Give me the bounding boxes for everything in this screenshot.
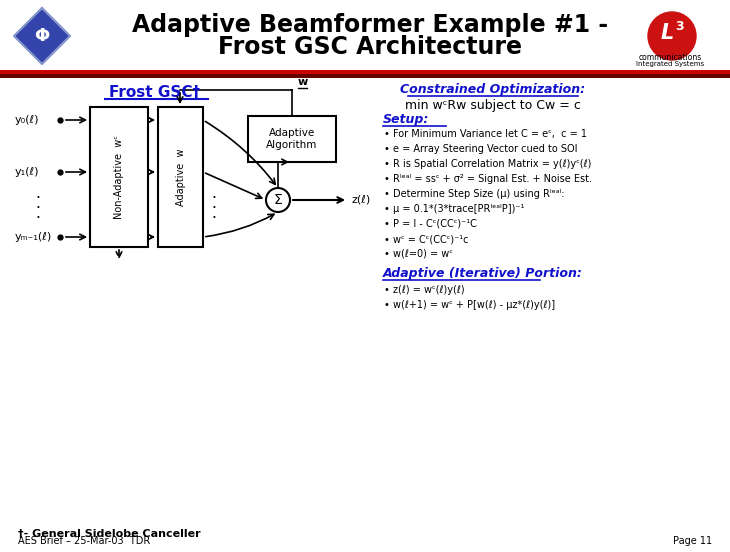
Text: Non-Adaptive  wᶜ: Non-Adaptive wᶜ xyxy=(114,135,124,219)
Text: L: L xyxy=(661,23,674,43)
Text: .: . xyxy=(36,206,40,221)
Text: y₁(ℓ): y₁(ℓ) xyxy=(15,167,39,177)
Text: Setup:: Setup: xyxy=(383,114,429,126)
Text: Frost GSC†: Frost GSC† xyxy=(110,84,201,99)
Text: †- General Sidelobe Canceller: †- General Sidelobe Canceller xyxy=(18,529,201,539)
Bar xyxy=(158,107,203,247)
Text: • w(ℓ=0) = wᶜ: • w(ℓ=0) = wᶜ xyxy=(384,249,453,259)
Text: • w(ℓ+1) = wᶜ + P[w(ℓ) - μz*(ℓ)y(ℓ)]: • w(ℓ+1) = wᶜ + P[w(ℓ) - μz*(ℓ)y(ℓ)] xyxy=(384,300,555,310)
Text: • μ = 0.1*(3*trace[PRᴵᵉᵃˡP])⁻¹: • μ = 0.1*(3*trace[PRᴵᵉᵃˡP])⁻¹ xyxy=(384,204,524,214)
Text: y₀(ℓ): y₀(ℓ) xyxy=(15,115,39,125)
Text: • For Minimum Variance let C = eᶜ,  c = 1: • For Minimum Variance let C = eᶜ, c = 1 xyxy=(384,129,587,139)
Text: • P = I - Cᶜ(CCᶜ)⁻¹C: • P = I - Cᶜ(CCᶜ)⁻¹C xyxy=(384,219,477,229)
Bar xyxy=(248,116,336,162)
Polygon shape xyxy=(14,8,70,64)
Text: • e = Array Steering Vector cued to SOI: • e = Array Steering Vector cued to SOI xyxy=(384,144,577,154)
Text: Integrated Systems: Integrated Systems xyxy=(636,61,704,67)
Bar xyxy=(90,107,148,247)
Text: z(ℓ): z(ℓ) xyxy=(351,195,370,205)
Text: .: . xyxy=(36,187,40,201)
Bar xyxy=(0,74,730,78)
Text: yₘ₋₁(ℓ): yₘ₋₁(ℓ) xyxy=(15,232,53,242)
Text: Page 11: Page 11 xyxy=(673,536,712,546)
Text: Σ: Σ xyxy=(274,193,283,207)
Circle shape xyxy=(648,12,696,60)
Text: min wᶜRw subject to Cw = c: min wᶜRw subject to Cw = c xyxy=(405,98,581,112)
Text: Constrained Optimization:: Constrained Optimization: xyxy=(401,82,585,95)
Circle shape xyxy=(266,188,290,212)
Text: w: w xyxy=(298,77,308,87)
Text: Φ: Φ xyxy=(34,27,50,45)
Text: .: . xyxy=(212,187,216,201)
Text: .: . xyxy=(212,206,216,221)
Text: Adaptive  w: Adaptive w xyxy=(175,148,185,206)
Text: AES Brief – 25-Mar-03  TDR: AES Brief – 25-Mar-03 TDR xyxy=(18,536,150,546)
Text: • R is Spatial Correlation Matrix = y(ℓ)yᶜ(ℓ): • R is Spatial Correlation Matrix = y(ℓ)… xyxy=(384,159,591,169)
Text: communications: communications xyxy=(638,52,702,61)
Text: • Rᴵᵉᵃˡ = ssᶜ + σ² = Signal Est. + Noise Est.: • Rᴵᵉᵃˡ = ssᶜ + σ² = Signal Est. + Noise… xyxy=(384,174,592,184)
Text: Adaptive Beamformer Example #1 -: Adaptive Beamformer Example #1 - xyxy=(132,13,608,37)
Bar xyxy=(0,70,730,74)
Text: .: . xyxy=(212,197,216,211)
Text: .: . xyxy=(36,197,40,211)
Bar xyxy=(0,0,730,72)
Text: Adaptive (Iterative) Portion:: Adaptive (Iterative) Portion: xyxy=(383,268,583,280)
Text: 3: 3 xyxy=(675,20,683,34)
Text: • z(ℓ) = wᶜ(ℓ)y(ℓ): • z(ℓ) = wᶜ(ℓ)y(ℓ) xyxy=(384,285,464,295)
Text: • Determine Step Size (μ) using Rᴵᵉᵃˡ:: • Determine Step Size (μ) using Rᴵᵉᵃˡ: xyxy=(384,189,564,199)
Text: • wᶜ = Cᶜ(CCᶜ)⁻¹c: • wᶜ = Cᶜ(CCᶜ)⁻¹c xyxy=(384,234,469,244)
Text: Adaptive
Algorithm: Adaptive Algorithm xyxy=(266,128,318,150)
Text: Frost GSC Architecture: Frost GSC Architecture xyxy=(218,35,522,59)
